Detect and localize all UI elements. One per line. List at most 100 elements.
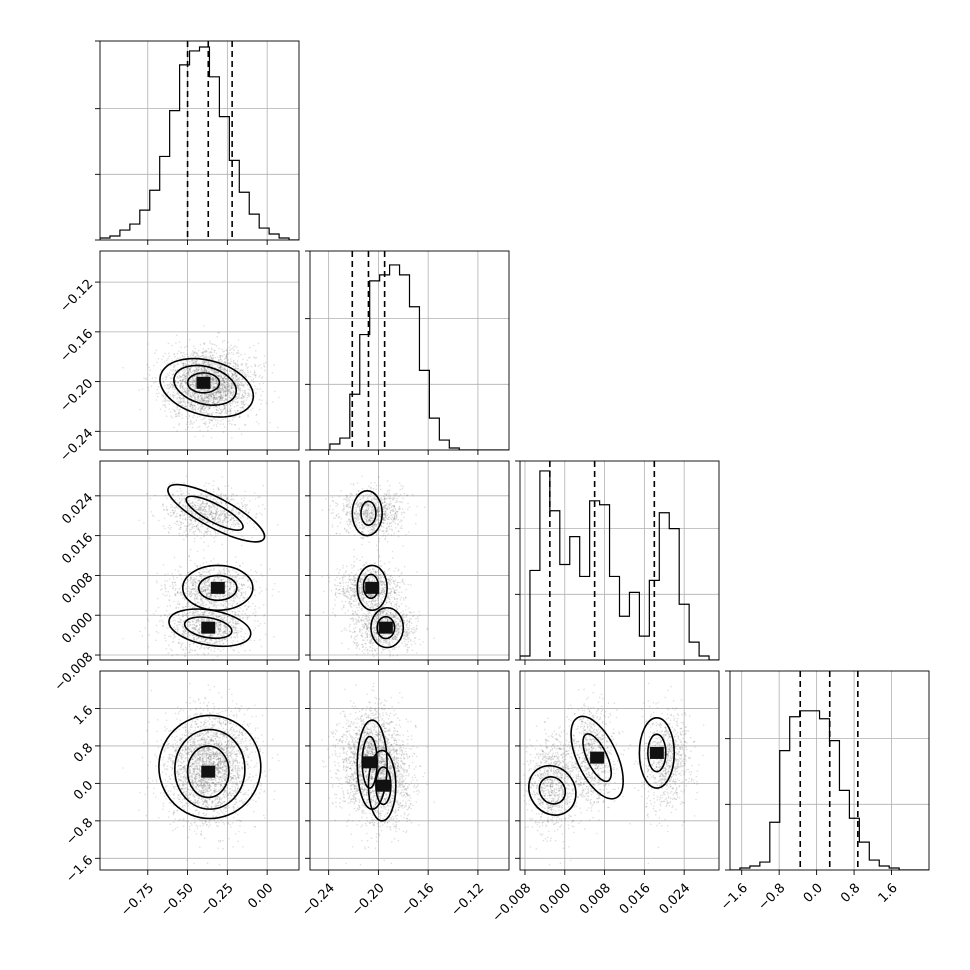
sample-point (255, 413, 258, 416)
sample-point (224, 385, 226, 388)
sample-point (209, 573, 211, 576)
sample-point (203, 611, 206, 614)
sample-point (234, 608, 236, 611)
sample-point (190, 577, 193, 579)
sample-point (246, 586, 249, 589)
sample-point (195, 506, 197, 509)
sample-point (234, 587, 237, 590)
sample-point (197, 397, 199, 399)
sample-point (194, 360, 197, 363)
sample-point (160, 584, 163, 587)
sample-point (187, 601, 189, 604)
sample-point (239, 565, 241, 567)
sample-point (238, 380, 240, 383)
sample-point (217, 510, 220, 513)
sample-point (228, 385, 230, 388)
sample-point (245, 509, 247, 512)
sample-point (218, 395, 221, 398)
sample-point (240, 410, 242, 412)
sample-point (174, 622, 176, 625)
sample-point (211, 634, 214, 636)
sample-point (231, 530, 234, 533)
sample-point (202, 399, 205, 402)
sample-point (194, 513, 197, 516)
sample-point (186, 532, 189, 535)
sample-point (205, 495, 208, 498)
sample-point (209, 530, 212, 533)
sample-point (199, 504, 202, 507)
sample-point (221, 411, 223, 413)
sample-point (218, 627, 220, 630)
sample-point (195, 355, 198, 358)
sample-point (204, 611, 207, 613)
sample-point (236, 368, 239, 370)
sample-point (204, 511, 206, 513)
sample-point (204, 407, 206, 410)
sample-point (217, 375, 220, 377)
sample-point (254, 393, 257, 395)
sample-point (240, 433, 243, 435)
sample-point (177, 363, 179, 365)
sample-point (205, 581, 207, 583)
sample-point (178, 412, 181, 415)
sample-point (235, 627, 238, 630)
sample-point (179, 386, 182, 388)
sample-point (214, 391, 216, 394)
sample-point (201, 617, 203, 620)
sample-point (224, 569, 226, 572)
sample-point (202, 613, 204, 616)
sample-point (182, 522, 184, 525)
sample-point (217, 391, 220, 393)
sample-point (213, 400, 215, 403)
sample-point (182, 627, 185, 630)
sample-point (190, 384, 193, 387)
sample-point (203, 363, 206, 366)
sample-point (224, 516, 227, 518)
sample-point (238, 376, 241, 379)
sample-point (230, 495, 233, 498)
sample-point (215, 398, 217, 400)
sample-point (186, 375, 188, 377)
sample-point (200, 590, 203, 593)
sample-point (227, 595, 229, 597)
sample-point (210, 611, 213, 614)
sample-point (208, 595, 211, 598)
sample-point (206, 533, 209, 535)
sample-point (213, 505, 216, 508)
sample-point (210, 395, 212, 397)
sample-point (172, 641, 174, 644)
sample-point (276, 426, 279, 429)
sample-point (212, 369, 214, 371)
sample-point (165, 359, 168, 362)
sample-point (230, 387, 232, 390)
sample-point (198, 399, 201, 402)
sample-point (226, 600, 229, 603)
sample-point (213, 396, 215, 398)
sample-point (259, 388, 262, 390)
sample-point (228, 346, 230, 349)
sample-point (237, 620, 240, 623)
sample-point (248, 395, 250, 398)
sample-point (190, 519, 193, 521)
sample-point (190, 395, 192, 398)
sample-point (236, 351, 238, 354)
sample-point (220, 361, 223, 363)
sample-point (195, 370, 198, 372)
sample-point (194, 519, 196, 521)
sample-point (181, 414, 183, 416)
sample-point (216, 625, 218, 628)
sample-point (200, 645, 202, 647)
sample-point (204, 355, 207, 358)
sample-point (194, 586, 197, 588)
sample-point (203, 422, 205, 425)
sample-point (192, 406, 194, 409)
sample-point (180, 493, 183, 496)
sample-point (207, 371, 210, 373)
sample-point (216, 507, 219, 509)
sample-point (232, 374, 235, 376)
sample-point (198, 510, 201, 512)
sample-point (207, 374, 210, 376)
sample-point (192, 394, 195, 396)
sample-point (210, 511, 213, 514)
sample-point (230, 523, 233, 526)
